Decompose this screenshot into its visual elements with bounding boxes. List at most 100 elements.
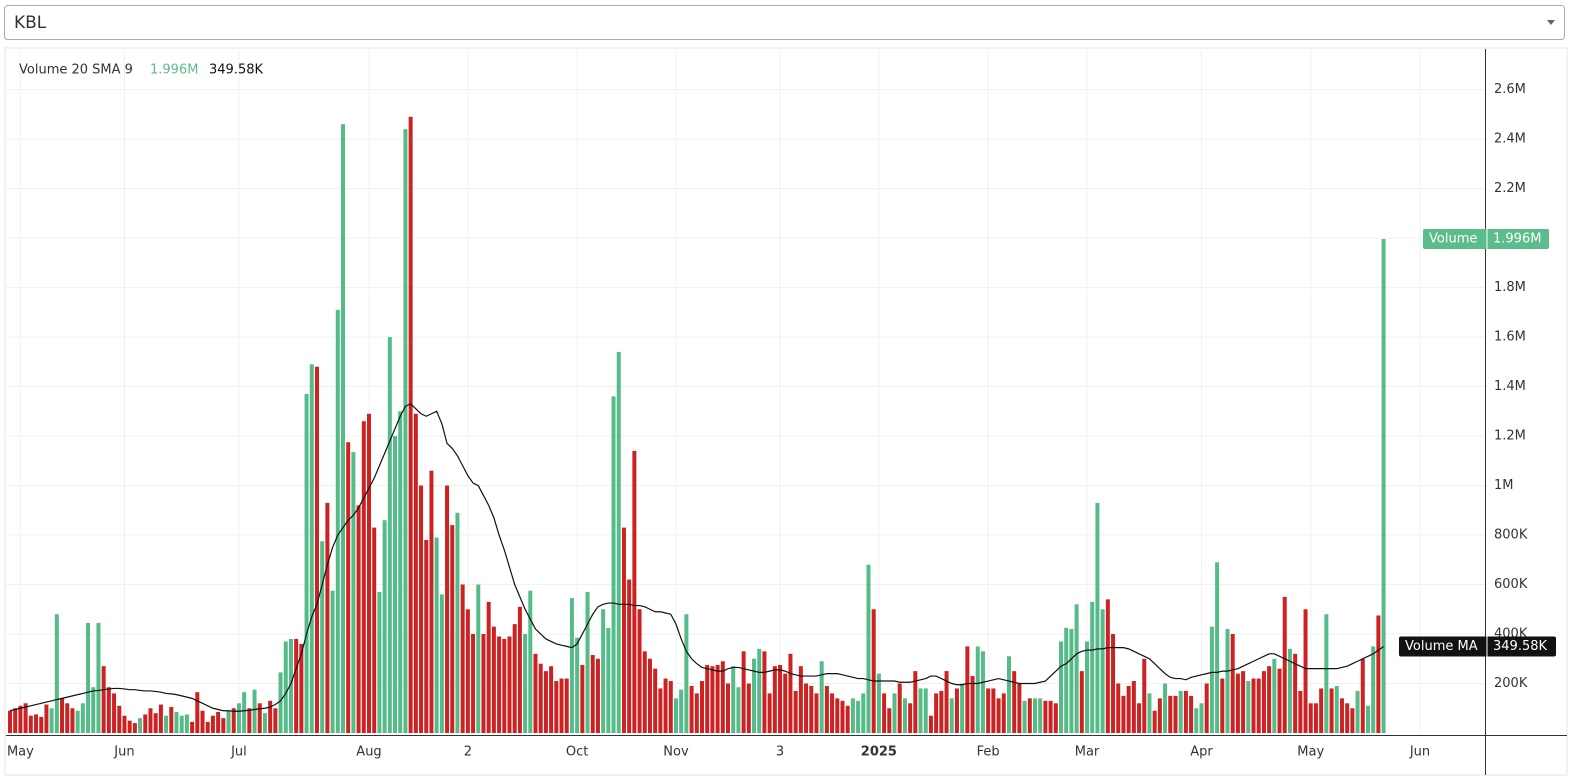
volume-bar xyxy=(1365,705,1370,733)
volume-bar xyxy=(752,658,757,733)
volume-bar xyxy=(673,698,678,733)
volume-bar xyxy=(1105,599,1110,733)
volume-bar xyxy=(871,609,876,733)
volume-bar xyxy=(1376,615,1381,733)
volume-bar xyxy=(1168,695,1173,733)
volume-bar xyxy=(1308,703,1313,733)
legend-title: Volume 20 SMA 9 xyxy=(19,63,133,78)
volume-bar xyxy=(1053,703,1058,733)
volume-bar xyxy=(679,689,684,733)
volume-bar xyxy=(746,683,751,733)
volume-bar xyxy=(398,411,403,733)
volume-bar xyxy=(1199,703,1204,733)
symbol-dropdown[interactable]: KBL xyxy=(4,5,1565,40)
volume-bar xyxy=(148,708,153,733)
x-tick-label: Aug xyxy=(356,745,381,760)
dropdown-arrow xyxy=(1547,20,1555,25)
volume-bar xyxy=(793,690,798,733)
volume-bar xyxy=(1022,700,1027,733)
volume-bar xyxy=(117,705,122,733)
volume-bar xyxy=(601,609,606,733)
volume-bar xyxy=(726,683,731,733)
ma-line xyxy=(9,403,1384,712)
x-tick-label: 2025 xyxy=(861,745,897,760)
volume-bar xyxy=(954,688,959,733)
x-tick-label: May xyxy=(7,745,34,760)
volume-bar xyxy=(1277,668,1282,733)
volume-bar xyxy=(689,685,694,733)
volume-bar xyxy=(1006,656,1011,733)
volume-bar xyxy=(481,634,486,733)
volume-bar xyxy=(314,366,319,733)
x-tick-label: 2 xyxy=(464,745,472,760)
volume-bar xyxy=(798,666,803,733)
y-tick-label: 1.8M xyxy=(1494,280,1526,295)
volume-bar xyxy=(975,646,980,733)
volume-bar xyxy=(262,713,267,733)
volume-bar xyxy=(195,692,200,733)
volume-bar xyxy=(460,584,465,733)
volume-bar xyxy=(106,687,111,733)
volume-bar xyxy=(288,638,293,733)
volume-bar xyxy=(497,636,502,733)
volume-bar xyxy=(611,396,616,733)
volume-bar xyxy=(923,688,928,733)
volume-bar xyxy=(158,704,163,733)
volume-bar xyxy=(996,698,1001,733)
volume-bar xyxy=(273,708,278,733)
volume-bar xyxy=(413,413,418,733)
volume-bar xyxy=(257,703,262,733)
volume-bar xyxy=(340,124,345,733)
volume-bar xyxy=(54,614,59,733)
volume-bar xyxy=(736,687,741,733)
volume-bar xyxy=(980,651,985,733)
volume-bar xyxy=(902,698,907,733)
volume-bar xyxy=(216,711,221,733)
volume-bar xyxy=(621,527,626,733)
volume-bar xyxy=(23,703,28,733)
volume-bar xyxy=(1204,683,1209,733)
x-tick-label: May xyxy=(1297,745,1324,760)
volume-bar xyxy=(554,681,559,733)
volume-bar xyxy=(778,664,783,733)
volume-bar xyxy=(393,436,398,733)
last-value-badge xyxy=(1423,229,1549,250)
volume-bar xyxy=(247,708,252,733)
volume-bar xyxy=(210,715,215,733)
volume-bar xyxy=(1116,683,1121,733)
y-tick-label: 1M xyxy=(1494,478,1514,493)
volume-bar xyxy=(179,715,184,733)
volume-bar xyxy=(1251,678,1256,733)
volume-bar xyxy=(1032,698,1037,733)
volume-bar xyxy=(1027,698,1032,733)
volume-bar xyxy=(70,708,75,733)
volume-bar xyxy=(471,634,476,733)
x-tick-label: Mar xyxy=(1075,745,1100,760)
volume-bar xyxy=(1121,695,1126,733)
volume-bar xyxy=(1100,609,1105,733)
y-tick-label: 2.6M xyxy=(1494,82,1526,97)
volume-bar xyxy=(320,541,325,733)
volume-bar xyxy=(908,703,913,733)
volume-bar xyxy=(512,624,517,733)
volume-bar xyxy=(200,710,205,733)
volume-bar xyxy=(632,450,637,733)
volume-bar xyxy=(1241,671,1246,733)
volume-bar xyxy=(1043,700,1048,733)
volume-bar xyxy=(658,688,663,733)
volume-bar xyxy=(861,693,866,733)
volume-bar xyxy=(1339,698,1344,733)
volume-bar xyxy=(1017,683,1022,733)
volume-bar xyxy=(517,606,522,733)
dropdown-box[interactable] xyxy=(4,5,1565,40)
volume-bar xyxy=(939,690,944,733)
volume-bar xyxy=(377,591,382,733)
volume-bar xyxy=(143,714,148,733)
volume-bar xyxy=(1303,609,1308,733)
legend-ma: 349.58K xyxy=(209,63,263,78)
volume-bar xyxy=(627,579,632,733)
volume-bar xyxy=(1220,678,1225,733)
volume-bar xyxy=(205,721,210,733)
volume-bar xyxy=(367,413,372,733)
